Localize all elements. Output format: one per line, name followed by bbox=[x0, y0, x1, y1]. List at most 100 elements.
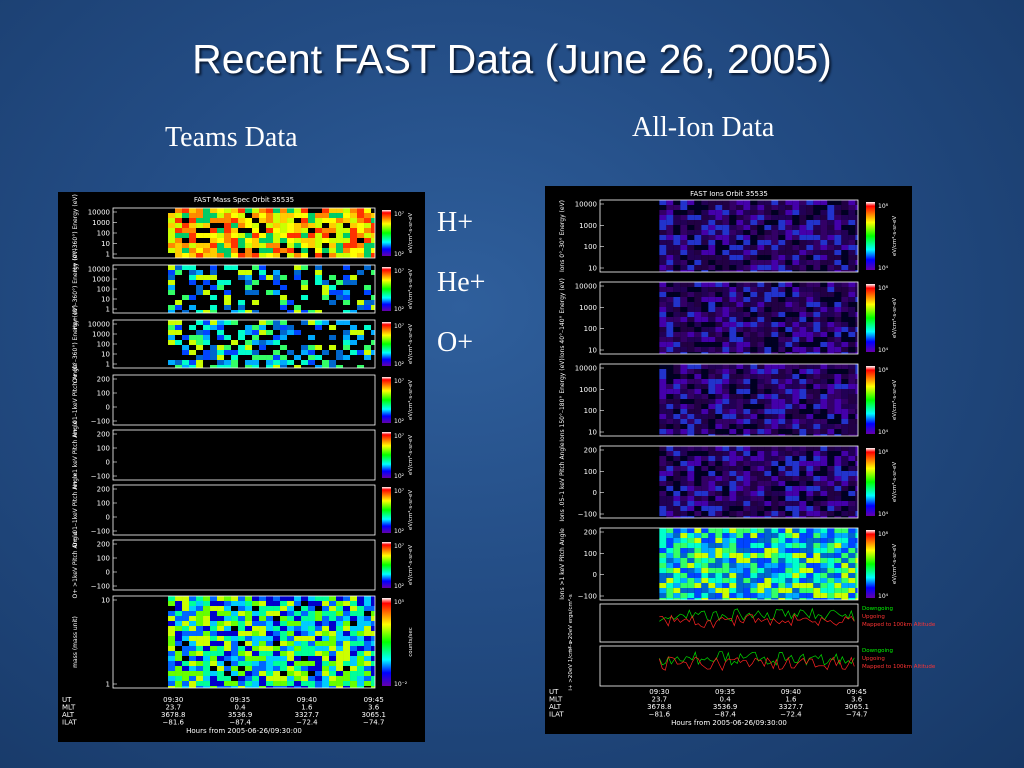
spectrogram-cell bbox=[813, 282, 821, 287]
spectrogram-cell bbox=[771, 496, 779, 501]
spectrogram-cell bbox=[680, 389, 688, 394]
spectrogram-cell bbox=[841, 593, 849, 598]
spectrogram-cell bbox=[708, 583, 716, 588]
colorbar bbox=[866, 448, 875, 516]
spectrogram-cell bbox=[715, 369, 723, 374]
spectrogram-cell bbox=[764, 543, 772, 548]
spectrogram-cell bbox=[231, 646, 239, 651]
spectrogram-cell bbox=[715, 215, 723, 220]
spectrogram-cell bbox=[343, 280, 351, 285]
spectrogram-cell bbox=[182, 310, 190, 313]
spectrogram-cell bbox=[792, 394, 800, 399]
spectrogram-cell bbox=[778, 501, 786, 506]
spectrogram-cell bbox=[715, 446, 723, 451]
spectrogram-cell bbox=[336, 611, 344, 616]
spectrogram-cell bbox=[329, 300, 337, 305]
spectrogram-cell bbox=[687, 568, 695, 573]
spectrogram-cell bbox=[715, 342, 723, 347]
spectrogram-cell bbox=[827, 578, 835, 583]
spectrogram-cell bbox=[757, 568, 765, 573]
spectrogram-cell bbox=[273, 661, 281, 666]
spectrogram-cell bbox=[771, 528, 779, 533]
spectrogram-cell bbox=[778, 533, 786, 538]
spectrogram-cell bbox=[778, 471, 786, 476]
spectrogram-cell bbox=[687, 225, 695, 230]
spectrogram-cell bbox=[722, 364, 730, 369]
spectrogram-cell bbox=[252, 686, 260, 688]
spectrogram-cell bbox=[855, 486, 858, 491]
spectrogram-cell bbox=[294, 661, 302, 666]
spectrogram-cell bbox=[813, 588, 821, 593]
tick-label: 10000 bbox=[88, 321, 110, 329]
spectrogram-cell bbox=[196, 330, 204, 335]
spectrogram-cell bbox=[813, 434, 821, 436]
footer-row-label: MLT bbox=[62, 704, 76, 712]
spectrogram-cell bbox=[182, 661, 190, 666]
spectrogram-cell bbox=[799, 210, 807, 215]
spectrogram-cell bbox=[827, 563, 835, 568]
panel-frame bbox=[112, 374, 376, 426]
spectrogram-cell bbox=[252, 265, 260, 270]
spectrogram-cell bbox=[343, 340, 351, 345]
spectrogram-cell bbox=[785, 255, 793, 260]
spectrogram-cell bbox=[694, 379, 702, 384]
spectrogram-cell bbox=[778, 583, 786, 588]
spectrogram-cell bbox=[266, 636, 274, 641]
spectrogram-cell bbox=[799, 471, 807, 476]
spectrogram-cell bbox=[189, 295, 197, 300]
spectrogram-cell bbox=[729, 384, 737, 389]
spectrogram-cell bbox=[855, 598, 858, 600]
spectrogram-cell bbox=[841, 260, 849, 265]
spectrogram-cell bbox=[855, 312, 858, 317]
spectrogram-cell bbox=[841, 424, 849, 429]
spectrogram-cell bbox=[820, 347, 828, 352]
spectrogram-cell bbox=[687, 429, 695, 434]
spectrogram-cell bbox=[757, 593, 765, 598]
spectrogram-cell bbox=[694, 250, 702, 255]
spectrogram-cell bbox=[750, 593, 758, 598]
spectrogram-cell bbox=[701, 215, 709, 220]
spectrogram-cell bbox=[715, 399, 723, 404]
spectrogram-cell bbox=[294, 621, 302, 626]
spectrogram-cell bbox=[245, 290, 253, 295]
spectrogram-cell bbox=[708, 317, 716, 322]
spectrogram-cell bbox=[666, 205, 674, 210]
spectrogram-cell bbox=[785, 573, 793, 578]
spectrogram-cell bbox=[785, 337, 793, 342]
spectrogram-cell bbox=[757, 466, 765, 471]
spectrogram-cell bbox=[715, 389, 723, 394]
spectrogram-cell bbox=[722, 312, 730, 317]
spectrogram-cell bbox=[820, 456, 828, 461]
footer-row-label: ILAT bbox=[62, 719, 77, 727]
spectrogram-cell bbox=[259, 248, 267, 253]
spectrogram-cell bbox=[245, 325, 253, 330]
spectrogram-cell bbox=[813, 553, 821, 558]
spectrogram-cell bbox=[666, 476, 674, 481]
spectrogram-cell bbox=[820, 292, 828, 297]
spectrogram-cell bbox=[680, 573, 688, 578]
spectrogram-cell bbox=[813, 516, 821, 518]
spectrogram-cell bbox=[834, 471, 842, 476]
spectrogram-cell bbox=[813, 389, 821, 394]
spectrogram-cell bbox=[322, 228, 330, 233]
spectrogram-cell bbox=[252, 666, 260, 671]
spectrogram-cell bbox=[778, 598, 786, 600]
spectrogram-cell bbox=[203, 616, 211, 621]
spectrogram-cell bbox=[778, 225, 786, 230]
spectrogram-cell bbox=[217, 641, 225, 646]
spectrogram-cell bbox=[336, 355, 344, 360]
spectrogram-cell bbox=[827, 486, 835, 491]
spectrogram-cell bbox=[252, 631, 260, 636]
spectrogram-cell bbox=[659, 230, 667, 235]
tick-label: −100 bbox=[91, 528, 110, 536]
spectrogram-cell bbox=[806, 265, 814, 270]
spectrogram-cell bbox=[736, 399, 744, 404]
spectrogram-cell bbox=[799, 240, 807, 245]
spectrogram-cell bbox=[203, 310, 211, 313]
spectrogram-cell bbox=[820, 419, 828, 424]
spectrogram-cell bbox=[771, 297, 779, 302]
spectrogram-cell bbox=[820, 506, 828, 511]
spectrogram-cell bbox=[785, 578, 793, 583]
spectrogram-cell bbox=[750, 538, 758, 543]
panel-frame bbox=[112, 539, 376, 591]
